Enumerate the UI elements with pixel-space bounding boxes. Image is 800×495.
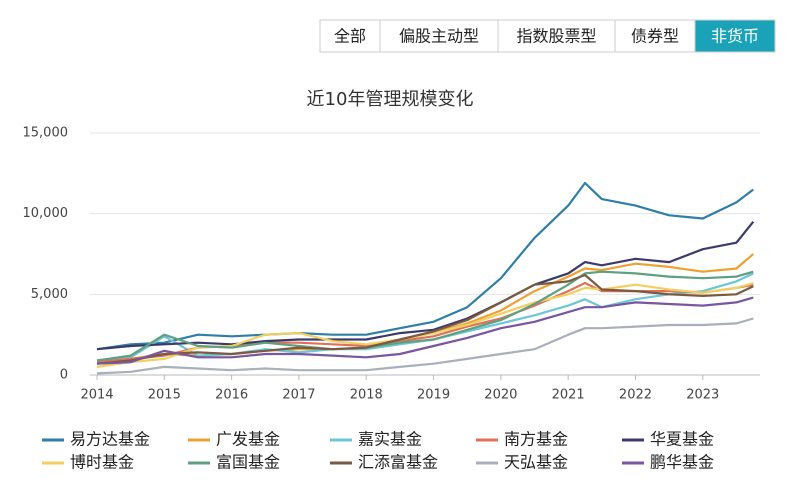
series-line — [96, 221, 755, 351]
tab[interactable] — [497, 19, 616, 53]
legend-label[interactable]: 天弘基金 — [504, 453, 568, 472]
y-tick-label: 5,000 — [31, 287, 68, 302]
series-line — [96, 317, 754, 375]
tab[interactable] — [379, 19, 499, 53]
x-tick-label: 2020 — [484, 388, 517, 403]
y-tick-label: 15,000 — [23, 126, 69, 141]
legend-label[interactable]: 富国基金 — [216, 453, 280, 472]
x-tick-label: 2023 — [686, 388, 719, 403]
legend-label[interactable]: 南方基金 — [504, 430, 568, 449]
series-line — [96, 296, 754, 365]
y-tick-label: 10,000 — [23, 206, 69, 221]
legend-label[interactable]: 华夏基金 — [650, 430, 714, 449]
x-tick-label: 2017 — [282, 388, 315, 403]
y-tick-label: 0 — [60, 368, 68, 383]
series-line — [96, 273, 754, 365]
tab-label[interactable]: 偏股主动型 — [399, 27, 479, 46]
x-tick-label: 2016 — [215, 388, 248, 403]
x-tick-label: 2018 — [350, 388, 383, 403]
x-tick-label: 2014 — [80, 388, 113, 403]
series-line — [96, 270, 754, 362]
legend-label[interactable]: 广发基金 — [216, 430, 280, 449]
x-tick-label: 2019 — [417, 388, 450, 403]
x-tick-label: 2015 — [148, 388, 181, 403]
legend-label[interactable]: 鹏华基金 — [650, 453, 714, 472]
chart-title: 近10年管理规模变化 — [307, 89, 474, 110]
tab-label[interactable]: 全部 — [334, 27, 366, 46]
legend-label[interactable]: 博时基金 — [70, 453, 134, 472]
tab[interactable] — [319, 19, 381, 53]
tab[interactable] — [694, 19, 776, 53]
tab-label[interactable]: 非货币 — [711, 27, 759, 46]
tab-label[interactable]: 指数股票型 — [516, 27, 596, 46]
x-tick-label: 2022 — [619, 388, 652, 403]
legend-label[interactable]: 汇添富基金 — [358, 453, 438, 472]
series-line — [96, 181, 754, 351]
legend-label[interactable]: 嘉实基金 — [358, 430, 422, 449]
x-tick-label: 2021 — [552, 388, 585, 403]
legend-label[interactable]: 易方达基金 — [70, 430, 150, 449]
tab-label[interactable]: 债券型 — [631, 27, 679, 46]
